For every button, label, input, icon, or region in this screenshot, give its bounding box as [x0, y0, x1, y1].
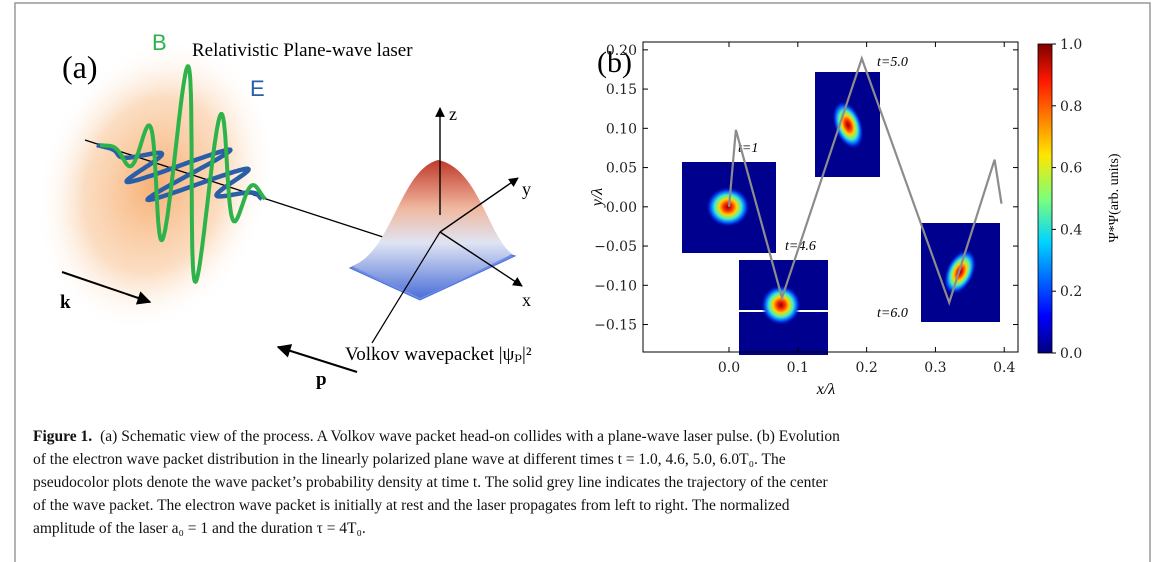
- y-axis-label: y/λ: [589, 188, 606, 209]
- caption-line: of the electron wave packet distribution…: [33, 451, 786, 468]
- time-label: t=5.0: [877, 55, 908, 70]
- y-tick-label: 0.05: [606, 161, 637, 177]
- colorbar-tick-label: 0.8: [1060, 99, 1082, 115]
- inset-t60: [921, 223, 1000, 322]
- caption-line: Figure 1. (a) Schematic view of the proce…: [33, 428, 840, 445]
- y-tick-label: −0.05: [594, 239, 637, 255]
- e-field-wave: [96, 142, 264, 203]
- time-label: t=4.6: [785, 239, 816, 254]
- frame: [14, 2, 1151, 562]
- panel-b: (b) t=1 t=4.6 t=5.0 t=6.0 x/λ y/λ Ψ*Ψ(ar…: [589, 37, 1122, 398]
- inset-t1: [682, 162, 776, 253]
- inset-t50: [815, 72, 880, 177]
- laser-title: Relativistic Plane-wave laser: [192, 40, 413, 61]
- p-arrow: [276, 344, 358, 373]
- y-label: y: [522, 179, 531, 199]
- y-tick-label: −0.15: [594, 318, 637, 334]
- colorbar-tick-label: 0.6: [1060, 161, 1082, 177]
- caption-label: Figure 1.: [33, 428, 92, 445]
- panel-label: (a): [62, 49, 98, 85]
- b-field-wave: [99, 64, 267, 285]
- y-tick-label: 0.20: [606, 43, 637, 59]
- x-axis: [439, 231, 523, 287]
- caption-line: amplitude of the laser a₀ = 1 and the du…: [33, 520, 366, 537]
- y-tick-label: 0.00: [606, 200, 637, 216]
- e-label: E: [250, 76, 265, 101]
- trajectory: [727, 55, 1003, 307]
- caption: Figure 1. (a) Schematic view of the proce…: [33, 428, 840, 537]
- caption-line: of the wave packet. The electron wave pa…: [33, 497, 790, 514]
- b-label: B: [152, 30, 167, 55]
- inset-t46: [739, 260, 828, 355]
- y-tick-label: −0.10: [594, 278, 637, 294]
- x-tick-label: 0.0: [718, 360, 740, 376]
- y-tick-label: 0.15: [606, 82, 637, 98]
- wavepacket-label: Volkov wavepacket |ψₚ|²: [345, 344, 532, 365]
- x-tick-label: 0.4: [993, 360, 1015, 376]
- y-axis: [439, 177, 519, 233]
- pointer-line: [371, 231, 441, 344]
- z-label: z: [449, 104, 457, 124]
- colorbar: [1037, 43, 1053, 354]
- caption-text: (a) Schematic view of the process. A Vol…: [100, 428, 840, 445]
- wavepacket-surface: [352, 160, 512, 298]
- y-tick-label: 0.10: [606, 121, 637, 137]
- k-arrow: [61, 271, 152, 305]
- colorbar-tick-label: 1.0: [1060, 37, 1082, 53]
- colorbar-tick-label: 0.0: [1060, 346, 1082, 362]
- x-tick-label: 0.3: [924, 360, 946, 376]
- x-label: x: [522, 290, 531, 310]
- caption-line: pseudocolor plots denote the wave packet…: [33, 474, 829, 491]
- time-label: t=6.0: [877, 306, 908, 321]
- colorbar-label: Ψ*Ψ(arb. units): [1107, 153, 1122, 242]
- plot-frame: [642, 41, 1019, 353]
- p-label: p: [316, 369, 327, 390]
- x-tick-label: 0.2: [855, 360, 877, 376]
- k-label: k: [60, 292, 71, 313]
- x-tick-label: 0.1: [787, 360, 809, 376]
- panel-label: (b): [597, 46, 632, 79]
- colorbar-tick-label: 0.4: [1060, 222, 1082, 238]
- panel-a: (a) B Relativistic Plane-wave laser E z …: [35, 30, 532, 390]
- colorbar-tick-label: 0.2: [1060, 284, 1082, 300]
- x-axis-label: x/λ: [816, 381, 836, 398]
